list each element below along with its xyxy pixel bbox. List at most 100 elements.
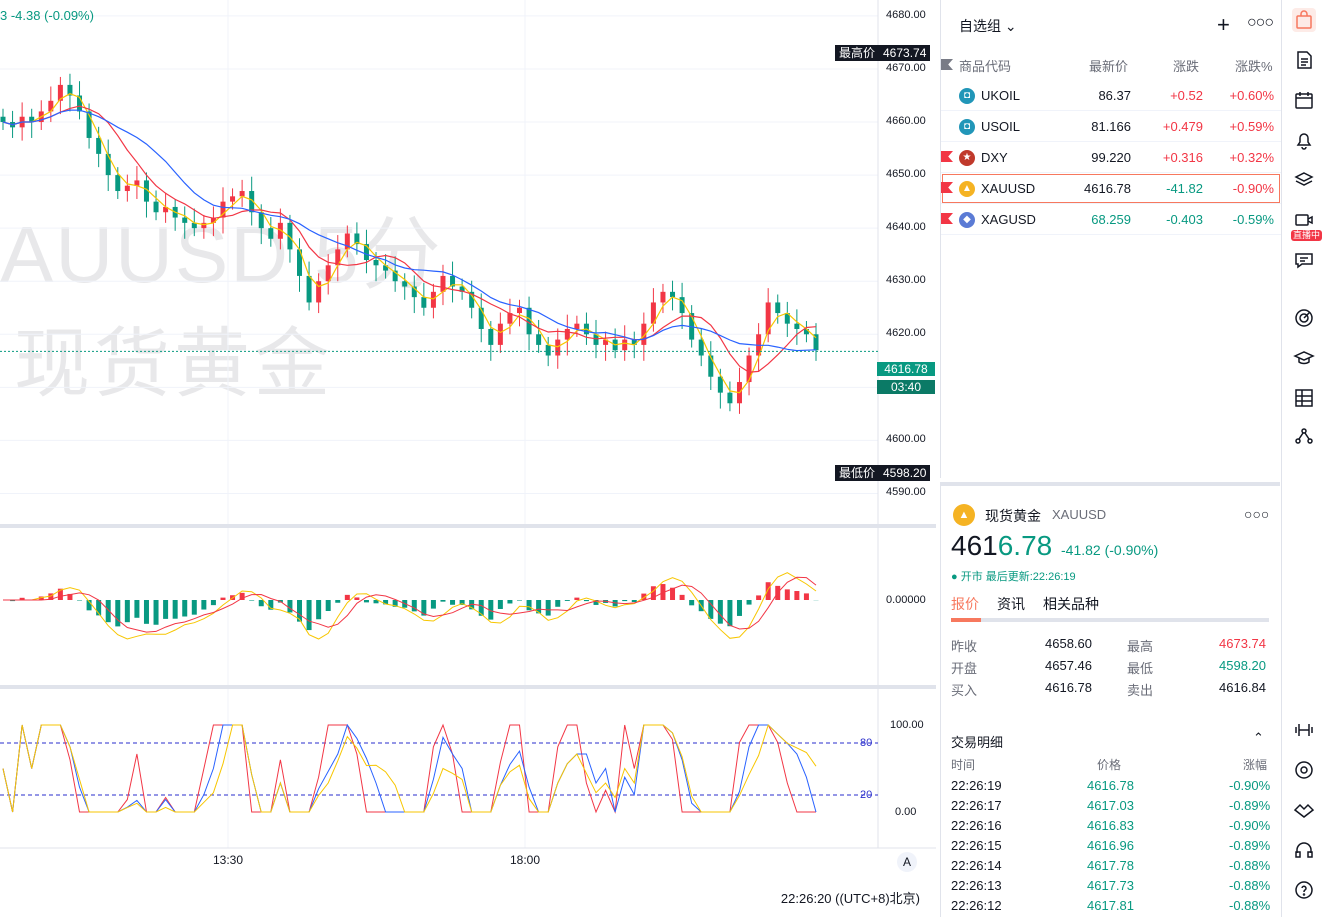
candle-body bbox=[440, 276, 445, 292]
video-icon[interactable] bbox=[1292, 208, 1316, 232]
trade-price: 4616.83 bbox=[1087, 818, 1134, 833]
col-change-pct[interactable]: 涨跌% bbox=[1235, 56, 1273, 75]
price-axis-label: 4670.00 bbox=[886, 62, 926, 74]
live-badge: 直播中 bbox=[1291, 230, 1322, 241]
candle-body bbox=[431, 292, 436, 308]
macd-bar bbox=[335, 600, 340, 603]
candle-body bbox=[307, 276, 312, 303]
more-icon[interactable]: ○○○ bbox=[1244, 506, 1269, 522]
stat-value: 4616.78 bbox=[1045, 680, 1092, 695]
candle-body bbox=[718, 377, 723, 393]
kdj-axis-100: 100.00 bbox=[890, 719, 924, 731]
col-change[interactable]: 涨跌 bbox=[1173, 56, 1199, 75]
row-pct: -0.59% bbox=[1233, 212, 1274, 227]
stat-label: 昨收 bbox=[951, 636, 977, 655]
help-icon[interactable] bbox=[1292, 878, 1316, 902]
bag-icon[interactable] bbox=[1292, 8, 1316, 32]
macd-bar bbox=[565, 600, 570, 601]
kdj-line bbox=[3, 725, 816, 812]
add-symbol-icon[interactable]: + bbox=[1217, 12, 1230, 38]
chat-icon[interactable] bbox=[1292, 248, 1316, 272]
candle-body bbox=[727, 393, 732, 404]
macd-bar bbox=[125, 600, 130, 622]
panel-divider-macd[interactable] bbox=[0, 524, 936, 528]
dumbbell-icon[interactable] bbox=[1292, 718, 1316, 742]
detail-price: 4616.78 bbox=[951, 530, 1052, 562]
watchlist-selector[interactable]: 自选组 ⌄ bbox=[959, 16, 1017, 36]
headset-icon[interactable] bbox=[1292, 838, 1316, 862]
row-pct: +0.59% bbox=[1230, 119, 1274, 134]
price-axis-label: 4620.00 bbox=[886, 327, 926, 339]
chart-area[interactable]: AUUSD 5分 现货黄金 3 -4.38 (-0.09%) 最高价 4673.… bbox=[0, 0, 936, 917]
network-icon[interactable] bbox=[1292, 424, 1316, 448]
clock-timezone[interactable]: 22:26:20 ((UTC+8)北京) bbox=[781, 888, 920, 907]
macd-bar bbox=[785, 589, 790, 600]
silver-icon: ◆ bbox=[959, 212, 975, 228]
flag-icon[interactable] bbox=[941, 59, 953, 70]
handshake-icon[interactable] bbox=[1292, 798, 1316, 822]
time-tick: 13:30 bbox=[213, 853, 243, 867]
stat-value: 4657.46 bbox=[1045, 658, 1092, 673]
bell-icon[interactable] bbox=[1292, 128, 1316, 152]
macd-bar bbox=[737, 600, 742, 616]
row-change: +0.316 bbox=[1163, 150, 1203, 165]
podcast-icon[interactable] bbox=[1292, 758, 1316, 782]
oil-icon: ◘ bbox=[959, 119, 975, 135]
price-axis-label: 4640.00 bbox=[886, 221, 926, 233]
macd-axis-label: 0.00000 bbox=[886, 594, 926, 606]
candle-body bbox=[230, 196, 235, 201]
macd-bar bbox=[756, 595, 761, 600]
tab-related[interactable]: 相关品种 bbox=[1043, 594, 1099, 614]
candle-body bbox=[240, 191, 245, 196]
macd-bar bbox=[747, 600, 752, 605]
time-tick: 18:00 bbox=[510, 853, 540, 867]
price-chart[interactable] bbox=[0, 0, 936, 917]
candle-body bbox=[775, 302, 780, 313]
watchlist-row[interactable]: ◘ UKOIL 86.37 +0.52 +0.60% bbox=[941, 80, 1281, 111]
trade-time: 22:26:12 bbox=[951, 898, 1002, 913]
price-axis-label: 4590.00 bbox=[886, 486, 926, 498]
row-pct: +0.60% bbox=[1230, 88, 1274, 103]
candle-body bbox=[154, 202, 159, 213]
macd-bar bbox=[287, 600, 292, 612]
macd-bar bbox=[345, 595, 350, 600]
grid-icon[interactable] bbox=[1292, 386, 1316, 410]
candle-body bbox=[115, 175, 120, 191]
layers-icon[interactable] bbox=[1292, 168, 1316, 192]
watchlist-row[interactable]: ◘ USOIL 81.166 +0.479 +0.59% bbox=[941, 111, 1281, 142]
gold-icon: ▲ bbox=[959, 181, 975, 197]
detail-change: -41.82 (-0.90%) bbox=[1061, 542, 1158, 558]
col-last[interactable]: 最新价 bbox=[1089, 56, 1128, 75]
price-axis-label: 4680.00 bbox=[886, 9, 926, 21]
trade-change: -0.89% bbox=[1229, 798, 1270, 813]
col-symbol[interactable]: 商品代码 bbox=[959, 56, 1011, 75]
auto-scale-button[interactable]: A bbox=[897, 852, 917, 872]
watchlist-row-selected[interactable]: ▲ XAUUSD 4616.78 -41.82 -0.90% bbox=[941, 173, 1281, 204]
candle-body bbox=[555, 340, 560, 356]
watchlist-row[interactable]: ★ DXY 99.220 +0.316 +0.32% bbox=[941, 142, 1281, 173]
candle-body bbox=[421, 297, 426, 308]
graduation-cap-icon[interactable] bbox=[1292, 346, 1316, 370]
candle-body bbox=[182, 218, 187, 223]
tab-quote[interactable]: 报价 bbox=[951, 594, 979, 614]
stat-value: 4616.84 bbox=[1219, 680, 1266, 695]
watchlist-row[interactable]: ◆ XAGUSD 68.259 -0.403 -0.59% bbox=[941, 204, 1281, 235]
macd-bar bbox=[412, 600, 417, 611]
high-value: 4673.74 bbox=[879, 45, 930, 61]
flag-icon[interactable] bbox=[941, 213, 953, 224]
more-icon[interactable]: ○○○ bbox=[1247, 14, 1273, 32]
tab-news[interactable]: 资讯 bbox=[997, 594, 1025, 614]
target-icon[interactable] bbox=[1292, 306, 1316, 330]
kdj-level-20: 20 bbox=[860, 789, 872, 801]
macd-bar bbox=[507, 600, 512, 603]
trade-price: 4616.78 bbox=[1087, 778, 1134, 793]
macd-bar bbox=[163, 600, 168, 619]
row-last: 86.37 bbox=[1098, 88, 1131, 103]
kdj-line bbox=[3, 725, 816, 812]
chevron-up-icon[interactable]: ⌃ bbox=[1253, 730, 1264, 746]
flag-icon[interactable] bbox=[941, 182, 953, 193]
panel-divider-kdj[interactable] bbox=[0, 685, 936, 689]
flag-icon[interactable] bbox=[941, 151, 953, 162]
document-icon[interactable] bbox=[1292, 48, 1316, 72]
calendar-icon[interactable] bbox=[1292, 88, 1316, 112]
